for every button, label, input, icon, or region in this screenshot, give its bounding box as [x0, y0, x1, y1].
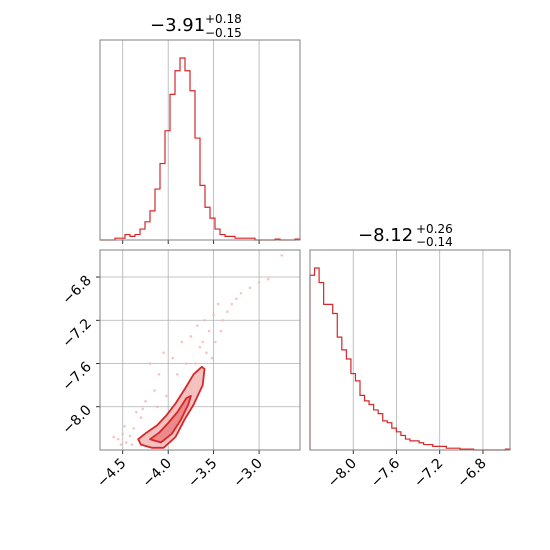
scatter-point-34 — [175, 373, 179, 376]
scatter-point-0 — [128, 434, 132, 438]
scatter-point-29 — [116, 437, 120, 441]
scatter-point-14 — [203, 318, 206, 322]
scatter-point-18 — [198, 345, 202, 349]
param2-title-plus: +0.26 — [416, 222, 453, 236]
scatter-point-31 — [155, 405, 159, 409]
scatter-xtick-label-3: −3.0 — [231, 456, 266, 491]
scatter-point-36 — [210, 356, 214, 360]
scatter-ytick-label-0: −8.0 — [59, 402, 94, 437]
scatter-xtick-label-1: −4.0 — [140, 456, 175, 491]
scatter-point-44 — [235, 297, 238, 300]
hist2-xtick-label-0: −8.0 — [325, 456, 360, 491]
scatter-point-16 — [216, 302, 220, 306]
scatter-point-13 — [195, 324, 199, 327]
scatter-point-39 — [130, 443, 134, 446]
param2-title: −8.12 — [358, 225, 413, 246]
scatter-point-5 — [135, 410, 138, 414]
contour-inner — [149, 394, 192, 444]
scatter-point-21 — [221, 318, 225, 322]
scatter-xtick-label-0: −4.5 — [94, 456, 129, 491]
scatter-point-23 — [239, 291, 243, 295]
param1-title-value: −3.91 — [150, 15, 205, 36]
histogram-2-frame — [309, 249, 511, 451]
histogram-1-frame — [99, 39, 301, 241]
param1-title: −3.91 — [150, 15, 205, 36]
param2-title-minus: −0.14 — [416, 235, 453, 249]
scatter-point-17 — [207, 329, 211, 333]
scatter-point-22 — [230, 302, 234, 306]
scatter-point-20 — [214, 340, 217, 344]
scatter-point-41 — [112, 435, 115, 439]
histogram-panel-1 — [99, 39, 301, 244]
scatter-contour-panel: −4.5 −4.0 −3.5 −3.0 −8.0 −7.6 −7.2 −6.8 — [59, 249, 301, 491]
histogram-2-series — [309, 267, 511, 451]
scatter-point-37 — [219, 329, 223, 333]
param2-title-value: −8.12 — [358, 225, 413, 246]
scatter-point-6 — [153, 389, 156, 392]
scatter-ytick-label-2: −7.2 — [59, 316, 94, 351]
contour-outer — [137, 365, 206, 449]
scatter-point-25 — [257, 281, 261, 284]
scatter-point-9 — [162, 351, 165, 355]
scatter-point-11 — [180, 340, 184, 344]
scatter-point-42 — [185, 362, 188, 365]
scatter-point-15 — [212, 313, 215, 317]
scatter-point-43 — [201, 340, 205, 344]
scatter-point-8 — [148, 362, 152, 365]
scatter-point-27 — [280, 254, 284, 257]
scatter-point-12 — [189, 335, 193, 338]
histogram-panel-2: −8.0 −7.6 −7.2 −6.8 — [309, 249, 511, 491]
scatter-point-2 — [125, 441, 128, 444]
scatter-point-30 — [123, 424, 126, 428]
scatter-point-26 — [266, 277, 270, 281]
scatter-point-40 — [119, 443, 123, 446]
scatter-point-4 — [144, 400, 147, 403]
scatter-point-28 — [121, 432, 125, 436]
scatter-xtick-label-2: −3.5 — [185, 456, 220, 491]
hist2-xtick-label-1: −7.6 — [368, 455, 403, 490]
hist2-xtick-label-3: −6.8 — [454, 456, 489, 491]
histogram-1-series — [100, 57, 301, 241]
scatter-point-3 — [139, 416, 143, 419]
scatter-point-10 — [171, 356, 175, 360]
scatter-point-33 — [165, 394, 168, 398]
scatter-contour-frame — [99, 249, 301, 451]
scatter-point-35 — [194, 362, 197, 365]
param1-title-plus: +0.18 — [205, 12, 242, 26]
scatter-point-1 — [132, 427, 135, 430]
scatter-point-24 — [248, 286, 252, 290]
scatter-point-19 — [205, 351, 208, 355]
hist2-xtick-label-2: −7.2 — [411, 456, 446, 491]
scatter-ytick-label-1: −7.6 — [59, 359, 94, 394]
scatter-point-7 — [157, 373, 161, 376]
param1-title-minus: −0.15 — [205, 26, 242, 40]
scatter-ytick-label-3: −6.8 — [59, 273, 94, 308]
scatter-point-38 — [225, 310, 229, 313]
scatter-point-32 — [141, 407, 145, 411]
